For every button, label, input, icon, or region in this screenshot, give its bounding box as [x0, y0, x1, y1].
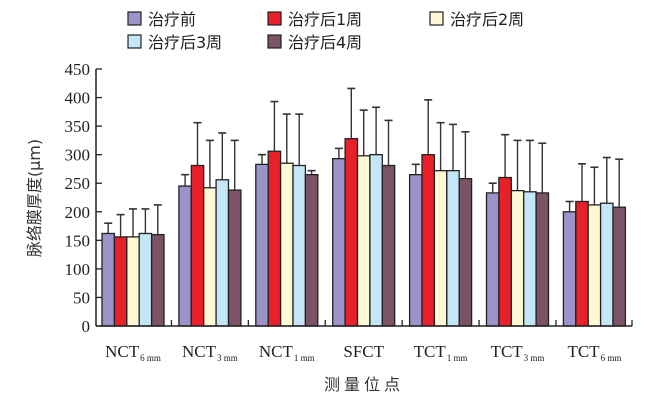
- bar-2-2: [190, 164, 205, 327]
- bar-5-4: [446, 170, 460, 327]
- bar-4-4: [369, 154, 383, 327]
- bar-6-4: [523, 191, 537, 327]
- bar-7-3: [587, 204, 602, 327]
- legend-swatch: [429, 11, 444, 26]
- bars: [101, 87, 627, 327]
- bar-7-1: [562, 211, 577, 327]
- x-ticks: NCT6 mm NCT3 mm NCT1 mm SFCT TCT1 mm TCT3 mm T…: [105, 320, 633, 363]
- y-tick-label: 400: [65, 89, 91, 108]
- legend-swatch: [267, 11, 282, 26]
- x-tick-label-sub: 3 mm: [524, 353, 545, 363]
- x-tick-label-main: NCT: [182, 342, 217, 361]
- x-tick-label-main: TCT: [491, 342, 524, 361]
- x-tick-label-main: TCT: [567, 342, 600, 361]
- axes: [95, 69, 632, 327]
- bar-1-1: [101, 232, 116, 327]
- bar-6-3: [510, 189, 525, 327]
- x-tick-label: TCT1 mm: [414, 342, 468, 363]
- bar-1-3: [126, 236, 140, 327]
- y-axis-title: 脉络膜厚度(μm): [25, 139, 44, 257]
- legend-label: 治疗后2周: [450, 10, 524, 29]
- bar-1-4: [138, 232, 153, 327]
- x-tick-label-main: NCT: [105, 342, 140, 361]
- legend-label: 治疗后4周: [288, 33, 362, 52]
- y-tick-label: 0: [82, 317, 91, 336]
- x-tick-label-sub: 6 mm: [601, 353, 622, 363]
- bar-3-5: [304, 174, 319, 327]
- x-tick-label-sub: 6 mm: [140, 353, 161, 363]
- legend-swatch: [127, 34, 142, 49]
- x-tick-label: TCT3 mm: [491, 342, 545, 363]
- legend-label: 治疗后3周: [148, 33, 222, 52]
- bar-4-1: [332, 158, 346, 327]
- legend-item: 治疗前: [127, 10, 196, 29]
- legend-label: 治疗前: [148, 10, 196, 29]
- x-tick-label-sub: 1 mm: [294, 353, 315, 363]
- bar-6-1: [485, 192, 500, 327]
- y-tick-label: 300: [65, 146, 91, 165]
- bar-3-1: [255, 163, 269, 327]
- x-axis-title: 测量位点: [324, 375, 404, 394]
- bar-5-5: [458, 178, 473, 327]
- y-tick-label: 350: [65, 117, 91, 136]
- bar-4-5: [381, 164, 396, 327]
- y-tick-label: 100: [65, 260, 91, 279]
- bar-2-1: [178, 185, 192, 327]
- bar-7-2: [575, 200, 589, 327]
- bar-5-1: [408, 174, 423, 327]
- y-tick-label: 50: [73, 288, 90, 307]
- x-tick-label-main: SFCT: [343, 342, 384, 361]
- bar-7-5: [612, 206, 627, 327]
- bar-3-2: [267, 150, 282, 327]
- x-tick-label: NCT6 mm: [105, 342, 161, 363]
- legend-item: 治疗后2周: [429, 10, 524, 29]
- y-tick-label: 200: [65, 203, 91, 222]
- legend-item: 治疗后3周: [127, 33, 222, 52]
- legend-label: 治疗后1周: [288, 10, 362, 29]
- legend-item: 治疗后1周: [267, 10, 362, 29]
- y-tick-label: 450: [65, 60, 91, 79]
- bar-1-2: [113, 236, 128, 327]
- bar-7-4: [599, 202, 614, 327]
- x-tick-label-main: TCT: [414, 342, 447, 361]
- x-tick-label-main: NCT: [259, 342, 294, 361]
- x-tick-label-sub: 1 mm: [447, 353, 468, 363]
- bar-6-2: [498, 176, 512, 327]
- legend-swatch: [267, 34, 282, 49]
- x-tick-label: TCT6 mm: [567, 342, 621, 363]
- bar-6-5: [535, 192, 550, 327]
- bar-2-3: [203, 187, 217, 327]
- bar-4-2: [344, 138, 359, 327]
- y-ticks: 0 50 100 150 200 250 300 350 400 450: [65, 60, 102, 336]
- y-tick-label: 250: [65, 174, 91, 193]
- bar-4-3: [356, 155, 371, 327]
- x-tick-label: NCT1 mm: [259, 342, 315, 363]
- y-tick-label: 150: [65, 231, 91, 250]
- bar-2-5: [227, 189, 242, 327]
- x-tick-label: NCT3 mm: [182, 342, 238, 363]
- bar-3-4: [292, 164, 307, 327]
- bar-2-4: [215, 179, 230, 327]
- x-tick-label-sub: 3 mm: [217, 353, 238, 363]
- x-tick-label: SFCT: [343, 342, 384, 361]
- bar-3-3: [279, 162, 294, 327]
- bar-1-5: [150, 233, 165, 327]
- bar-5-2: [421, 154, 436, 327]
- legend-swatch: [127, 11, 142, 26]
- bar-5-3: [433, 170, 448, 327]
- legend-item: 治疗后4周: [267, 33, 362, 52]
